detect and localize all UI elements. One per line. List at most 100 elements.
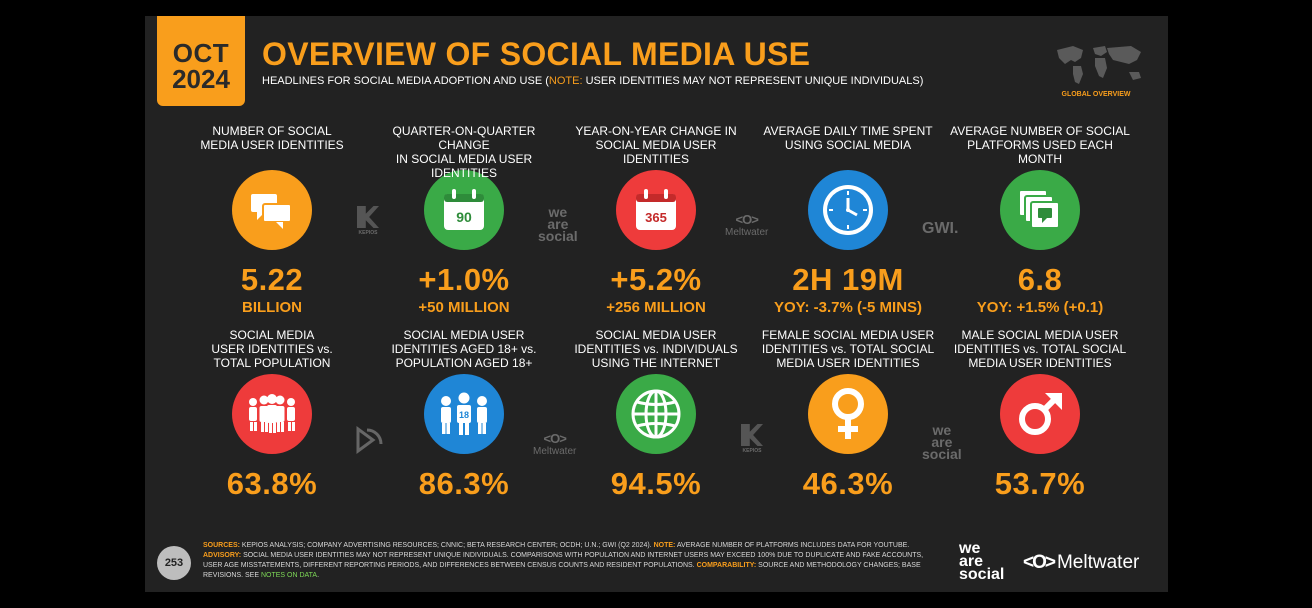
stat-value: +5.2% [610,262,702,297]
male-symbol-icon [1000,374,1080,454]
stat-label: AVERAGE NUMBER OF SOCIAL PLATFORMS USED … [950,124,1130,166]
calendar-365-text: 365 [645,210,667,225]
stat-year-on-year-change: YEAR-ON-YEAR CHANGE IN SOCIAL MEDIA USER… [561,124,751,317]
stat-vs-total-population: SOCIAL MEDIA USER IDENTITIES vs. TOTAL P… [177,328,367,501]
notes-end: . [317,572,320,579]
subtitle-suffix: USER IDENTITIES MAY NOT REPRESENT UNIQUE… [582,75,924,87]
stat-quarter-on-quarter-change: QUARTER-ON-QUARTER CHANGE IN SOCIAL MEDI… [369,124,559,317]
globe-icon [616,374,696,454]
brand-are: are [959,553,984,570]
stat-subvalue: +256 MILLION [606,299,706,316]
wearesocial-are: are [931,434,953,450]
meltwater-text: Meltwater [533,446,577,457]
notes-on-data-link[interactable]: NOTES ON DATA [260,572,318,579]
stacked-screens-icon [1000,170,1080,250]
meltwater-text: Meltwater [725,227,769,238]
subtitle-note-label: NOTE: [548,75,583,87]
date-year: 2024 [172,64,230,94]
meltwater-brand-text: Meltwater [1056,552,1140,573]
meltwater-logo-icon: <O> [735,212,759,227]
meltwater-watermark: <O> Meltwater [725,212,768,238]
play-arrow-watermark-icon [356,426,383,454]
wearesocial-we: we [548,204,568,220]
sources-body: KEPIOS ANALYSIS; COMPANY ADVERTISING RES… [239,542,654,549]
stat-value: 53.7% [994,466,1086,501]
stat-vs-internet-users: SOCIAL MEDIA USER IDENTITIES vs. INDIVID… [561,328,751,501]
kepios-text: KEPIOS [358,230,378,236]
date-badge: OCT 2024 [157,16,245,106]
stat-subvalue: YOY: -3.7% (-5 MINS) [773,299,923,316]
stat-label: NUMBER OF SOCIAL MEDIA USER IDENTITIES [200,124,344,152]
meltwater-logo: <O> Meltwater [1023,552,1139,574]
kepios-logo-icon [741,424,763,446]
clock-icon [808,170,888,250]
note-label: NOTE: [653,542,676,549]
page-subtitle: HEADLINES FOR SOCIAL MEDIA ADOPTION AND … [262,75,923,87]
comparability-body: SOURCE AND METHODOLOGY CHANGES; BASE REV… [203,562,921,579]
page-title: OVERVIEW OF SOCIAL MEDIA USE [262,36,811,72]
wearesocial-social: social [922,446,962,462]
meltwater-brand-icon: <O> [1023,552,1056,573]
stat-average-platforms: AVERAGE NUMBER OF SOCIAL PLATFORMS USED … [945,124,1135,317]
stat-value: 46.3% [802,466,894,501]
stat-female-share: FEMALE SOCIAL MEDIA USER IDENTITIES vs. … [753,328,943,501]
stat-label: MALE SOCIAL MEDIA USER IDENTITIES vs. TO… [953,328,1127,370]
wearesocial-watermark-2: we are social [922,422,962,462]
stat-value: 2H 19M [792,262,904,297]
meltwater-watermark-2: <O> Meltwater [533,431,576,457]
stat-label: QUARTER-ON-QUARTER CHANGE IN SOCIAL MEDI… [392,124,536,180]
sources-label: SOURCES: [203,542,240,549]
advisory-body: SOCIAL MEDIA USER IDENTITIES MAY NOT REP… [203,552,924,569]
adults-18-icon: 18 [424,374,504,454]
stat-social-media-user-identities: NUMBER OF SOCIAL MEDIA USER IDENTITIES 5… [177,124,367,317]
wearesocial-logo: we are social [959,540,1005,583]
stat-label: AVERAGE DAILY TIME SPENT USING SOCIAL ME… [763,124,933,152]
calendar-90-icon: 90 [424,170,504,250]
stat-value: 86.3% [418,466,510,501]
stat-aged-18-plus: SOCIAL MEDIA USER IDENTITIES AGED 18+ vs… [369,328,559,501]
kepios-watermark: KEPIOS [355,206,381,236]
note-body: AVERAGE NUMBER OF PLATFORMS INCLUDES DAT… [675,542,910,549]
stat-value: 94.5% [610,466,702,501]
stat-label: SOCIAL MEDIA USER IDENTITIES AGED 18+ vs… [391,328,537,370]
sources-text: SOURCES: KEPIOS ANALYSIS; COMPANY ADVERT… [203,541,933,581]
stat-label: SOCIAL MEDIA USER IDENTITIES vs. TOTAL P… [211,328,333,370]
world-map-icon [1057,46,1141,84]
stat-label: YEAR-ON-YEAR CHANGE IN SOCIAL MEDIA USER… [575,124,737,166]
calendar-90-text: 90 [456,209,472,225]
slide: OCT 2024 OVERVIEW OF SOCIAL MEDIA USE HE… [145,16,1168,592]
stat-value: 63.8% [226,466,318,501]
kepios-watermark-2: KEPIOS [739,424,765,454]
calendar-365-icon: 365 [616,170,696,250]
wearesocial-social: social [538,228,578,244]
subtitle-prefix: HEADLINES FOR SOCIAL MEDIA ADOPTION AND … [262,75,549,87]
kepios-logo-icon [357,206,379,228]
wearesocial-are: are [547,216,569,232]
stat-value: 6.8 [1017,262,1063,297]
crowd-icon [232,374,312,454]
wearesocial-we: we [932,422,952,438]
kepios-text: KEPIOS [742,448,762,454]
map-label: GLOBAL OVERVIEW [1061,91,1131,98]
gwi-watermark: GWI. [922,220,959,237]
meltwater-logo-icon: <O> [543,431,567,446]
stat-value: 5.22 [240,262,304,297]
stat-male-share: MALE SOCIAL MEDIA USER IDENTITIES vs. TO… [945,328,1135,501]
wearesocial-watermark: we are social [538,204,578,244]
female-symbol-icon [808,374,888,454]
stat-label: FEMALE SOCIAL MEDIA USER IDENTITIES vs. … [761,328,935,370]
comparability-label: COMPARABILITY: [696,562,757,569]
stat-label: SOCIAL MEDIA USER IDENTITIES vs. INDIVID… [574,328,738,370]
stat-subvalue: YOY: +1.5% (+0.1) [976,299,1104,316]
stat-value: +1.0% [418,262,510,297]
brand-we: we [959,540,981,557]
stat-subvalue: +50 MILLION [418,299,510,316]
adults-18-text: 18 [459,410,469,420]
date-month: OCT [172,38,230,68]
stat-subvalue: BILLION [242,299,302,316]
advisory-label: ADVISORY: [203,552,242,559]
chat-bubbles-icon [232,170,312,250]
stat-average-daily-time: AVERAGE DAILY TIME SPENT USING SOCIAL ME… [753,124,943,317]
page-number: 253 [157,546,191,580]
brand-social: social [959,566,1005,583]
